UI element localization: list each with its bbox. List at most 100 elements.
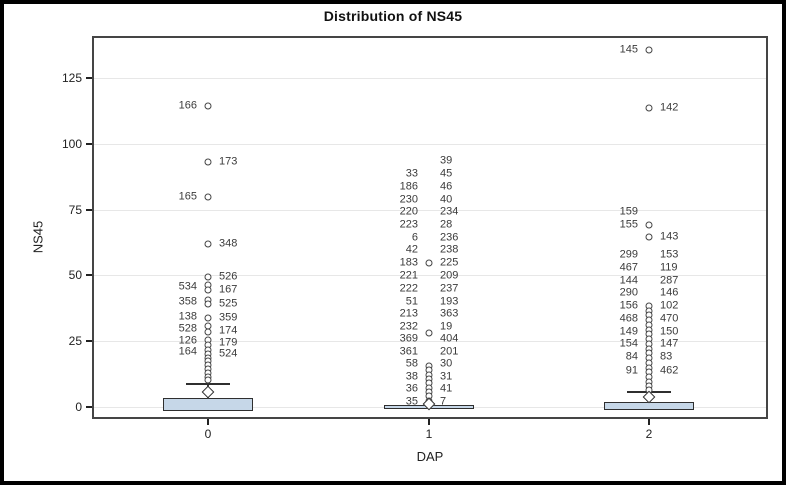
outlier-label: 363 [440, 307, 459, 320]
outlier-label: 19 [440, 320, 453, 333]
y-tick-label: 0 [75, 400, 82, 414]
y-tick-label: 125 [61, 71, 82, 85]
gridline [94, 341, 766, 343]
box [163, 397, 253, 411]
outlier-label: 156 [619, 299, 638, 312]
outlier-circle [204, 193, 212, 201]
outlier-label: 525 [219, 297, 238, 310]
outlier-circle [425, 329, 433, 337]
whisker-cap [186, 383, 230, 386]
outlier-label: 150 [660, 325, 679, 338]
outlier-label: 143 [660, 230, 679, 243]
outlier-label: 31 [440, 370, 453, 383]
outlier-label: 145 [619, 43, 638, 56]
y-tick-label: 50 [68, 268, 82, 283]
outlier-label: 165 [178, 190, 197, 203]
outlier-label: 155 [619, 218, 638, 231]
outlier-circle [645, 104, 653, 112]
gridline [94, 209, 766, 211]
outlier-label: 232 [399, 320, 418, 333]
outlier-label: 154 [619, 337, 638, 350]
outlier-label: 534 [178, 280, 197, 293]
outlier-label: 126 [178, 334, 197, 347]
outlier-label: 183 [399, 256, 418, 269]
outlier-label: 38 [405, 370, 418, 383]
y-tick-label: 25 [68, 334, 82, 349]
y-tick-label: 100 [61, 136, 82, 151]
outlier-label: 173 [219, 155, 238, 168]
outlier-label: 33 [405, 167, 418, 180]
y-axis-title: NS45 [30, 220, 46, 254]
outlier-label: 146 [660, 286, 679, 299]
outlier-label: 58 [405, 357, 418, 370]
outlier-label: 174 [219, 324, 238, 337]
outlier-label: 46 [440, 180, 453, 193]
outlier-circle [645, 233, 653, 241]
outlier-circle [425, 259, 433, 267]
outlier-label: 153 [660, 248, 679, 261]
outlier-label: 299 [619, 248, 638, 261]
outlier-label: 358 [178, 295, 197, 308]
outlier-label: 468 [619, 312, 638, 325]
y-axis-tick [86, 142, 92, 145]
outlier-label: 83 [660, 350, 673, 363]
y-axis-tick [86, 274, 92, 277]
outlier-label: 193 [440, 295, 459, 308]
outlier-label: 84 [625, 350, 638, 363]
outlier-label: 348 [219, 237, 238, 250]
outlier-label: 167 [219, 283, 238, 296]
outlier-label: 223 [399, 218, 418, 231]
outlier-label: 39 [440, 154, 453, 167]
y-axis-tick [86, 77, 92, 79]
outlier-circle [645, 46, 653, 54]
outlier-label: 222 [399, 282, 418, 295]
outlier-label: 40 [440, 193, 453, 206]
outlier-label: 524 [219, 347, 238, 360]
outlier-circle [204, 376, 212, 384]
outlier-label: 221 [399, 269, 418, 282]
outlier-label: 287 [660, 274, 679, 287]
outlier-label: 41 [440, 382, 453, 395]
outlier-label: 91 [625, 364, 638, 377]
outlier-label: 236 [440, 231, 459, 244]
outlier-circle [204, 240, 212, 248]
gridline [94, 275, 766, 277]
outlier-label: 142 [660, 101, 679, 114]
outlier-circle [204, 328, 212, 336]
outlier-label: 36 [405, 382, 418, 395]
outlier-label: 225 [440, 256, 459, 269]
outlier-circle [204, 273, 212, 281]
outlier-label: 166 [178, 99, 197, 112]
gridline [94, 143, 766, 145]
x-tick-label: 1 [425, 427, 433, 441]
x-axis-tick [428, 419, 430, 425]
outlier-label: 149 [619, 325, 638, 338]
outlier-label: 369 [399, 332, 418, 345]
outlier-label: 35 [405, 395, 418, 408]
outlier-label: 290 [619, 286, 638, 299]
outlier-circle [204, 314, 212, 321]
outlier-label: 30 [440, 357, 453, 370]
outlier-label: 138 [178, 310, 197, 323]
y-axis-tick [86, 406, 92, 408]
x-tick-label: 2 [645, 427, 653, 441]
y-axis-tick [86, 208, 92, 211]
outlier-label: 234 [440, 205, 459, 218]
x-axis-tick [207, 419, 209, 425]
x-axis-tick [648, 419, 650, 425]
gridline [94, 78, 766, 79]
outlier-circle [204, 102, 212, 110]
outlier-label: 51 [405, 295, 418, 308]
outlier-label: 467 [619, 261, 638, 274]
outlier-label: 164 [178, 345, 197, 358]
plot-frame [92, 36, 768, 419]
y-tick-label: 75 [68, 202, 82, 217]
outlier-label: 213 [399, 307, 418, 320]
outlier-label: 186 [399, 180, 418, 193]
outlier-label: 230 [399, 193, 418, 206]
outlier-circle [204, 300, 212, 308]
outlier-label: 28 [440, 218, 453, 231]
outlier-label: 359 [219, 311, 238, 324]
outlier-label: 144 [619, 274, 638, 287]
